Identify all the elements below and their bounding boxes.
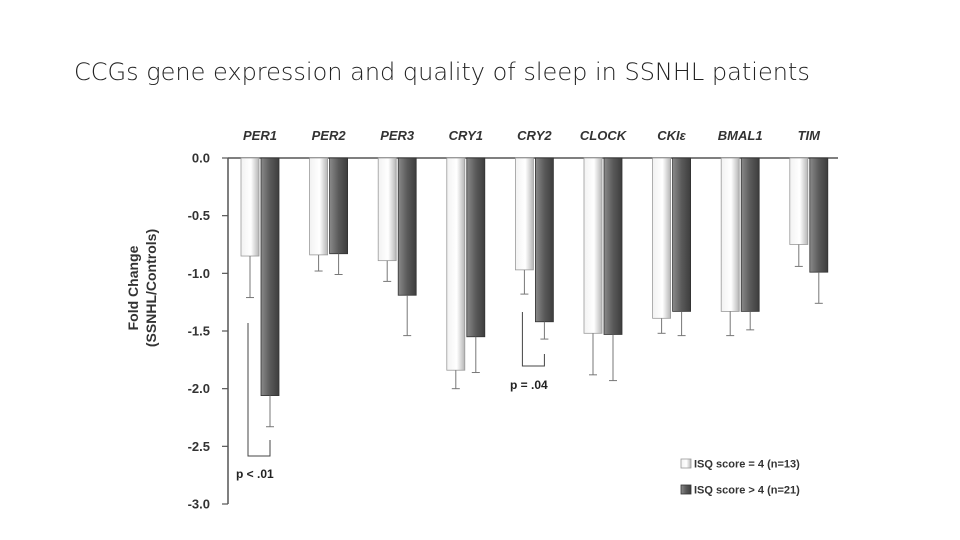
category-label: CKIε bbox=[657, 128, 686, 143]
legend-swatch bbox=[680, 484, 692, 495]
category-label: PER3 bbox=[380, 128, 415, 143]
bar-series-2 bbox=[535, 157, 554, 323]
category-labels: PER1 PER2 PER3 CRY1 CRY2 CLOCK CKIε BMAL1 TIM bbox=[243, 128, 821, 143]
p-value-label: p < .01 bbox=[236, 467, 274, 481]
y-tick-label: -0.5 bbox=[188, 208, 210, 223]
bar-series-1 bbox=[720, 157, 740, 312]
category-label: TIM bbox=[798, 128, 822, 143]
category-label: PER1 bbox=[243, 128, 277, 143]
bar-series-2 bbox=[329, 157, 349, 255]
bars bbox=[240, 157, 829, 428]
y-axis: 0.0 -0.5 -1.0 -1.5 -2.0 -2.5 -3.0 bbox=[188, 151, 838, 512]
p-value-label: p = .04 bbox=[510, 378, 548, 392]
legend-swatch bbox=[680, 458, 692, 469]
legend-label: ISQ score = 4 (n=13) bbox=[694, 459, 800, 471]
y-tick-label: -1.0 bbox=[188, 266, 210, 281]
y-axis-title: Fold Change (SSNHL/Controls) bbox=[125, 229, 159, 347]
bar-series-1 bbox=[652, 157, 671, 319]
bar-series-1 bbox=[309, 157, 329, 256]
bar-series-2 bbox=[397, 157, 417, 296]
category-label: CLOCK bbox=[580, 128, 628, 143]
y-tick-label: 0.0 bbox=[192, 151, 210, 166]
y-tick-label: -3.0 bbox=[188, 497, 210, 512]
annotations: p < .01 p = .04 bbox=[236, 312, 548, 481]
bar-series-2 bbox=[466, 157, 486, 338]
y-tick-label: -2.0 bbox=[188, 381, 210, 396]
category-label: CRY1 bbox=[449, 128, 483, 143]
bar-series-1 bbox=[515, 157, 534, 271]
bar-series-1 bbox=[583, 157, 603, 334]
bar-series-1 bbox=[789, 157, 809, 245]
category-label: PER2 bbox=[312, 128, 347, 143]
y-tick-label: -1.5 bbox=[188, 324, 210, 339]
slide-title: CCGs gene expression and quality of slee… bbox=[74, 58, 810, 86]
y-axis-label: Fold Change (SSNHL/Controls) bbox=[125, 229, 159, 347]
y-tick-label: -2.5 bbox=[188, 439, 210, 454]
legend: ISQ score = 4 (n=13) ISQ score > 4 (n=21) bbox=[680, 458, 800, 497]
bar-series-1 bbox=[446, 157, 466, 371]
significance-bracket bbox=[521, 312, 545, 367]
bar-series-1 bbox=[240, 157, 260, 257]
bar-series-2 bbox=[603, 157, 623, 335]
significance-bracket bbox=[247, 323, 271, 457]
bar-series-1 bbox=[377, 157, 397, 262]
bar-series-2 bbox=[672, 157, 691, 312]
bar-series-2 bbox=[260, 157, 280, 396]
category-label: BMAL1 bbox=[718, 128, 763, 143]
bar-series-2 bbox=[740, 157, 760, 312]
legend-label: ISQ score > 4 (n=21) bbox=[694, 485, 800, 497]
bar-series-2 bbox=[809, 157, 829, 273]
category-label: CRY2 bbox=[517, 128, 552, 143]
